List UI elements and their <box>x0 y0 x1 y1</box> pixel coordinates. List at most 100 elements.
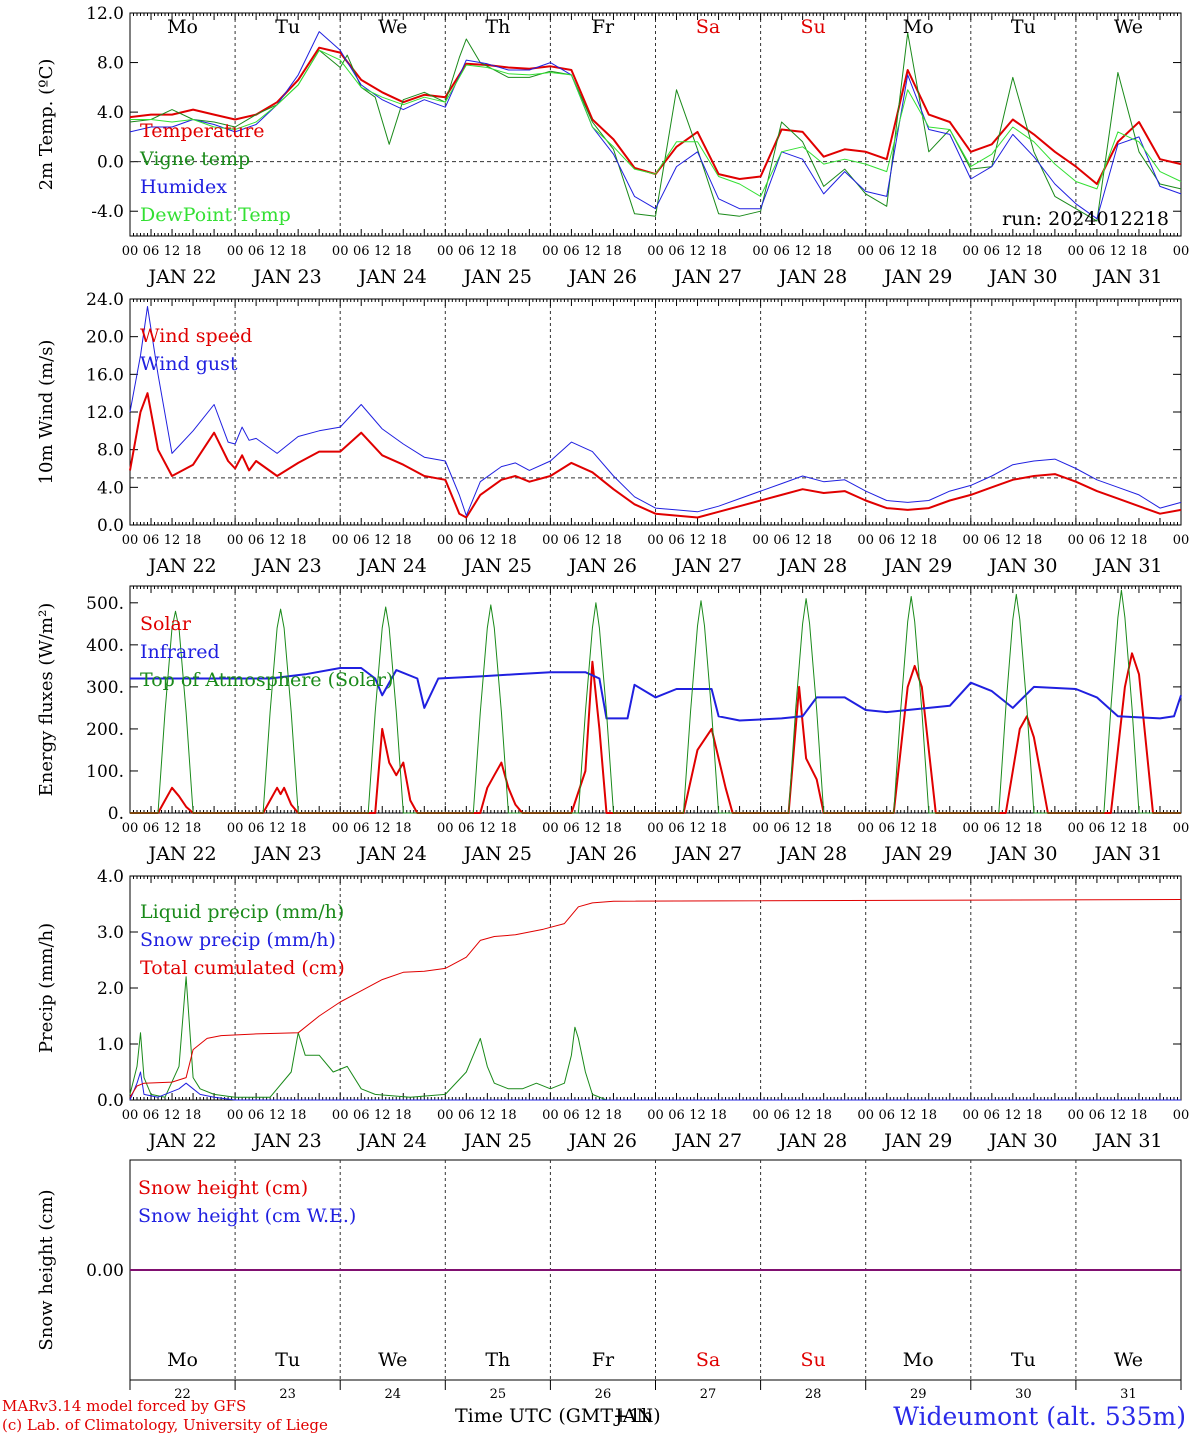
hour-tick-label: 12 <box>374 821 391 836</box>
hour-tick-label: 18 <box>1131 1108 1148 1123</box>
hour-tick-label: 06 <box>143 821 160 836</box>
hour-tick-label: 06 <box>143 244 160 259</box>
y-tick-label: 20.0 <box>86 328 124 348</box>
hour-tick-label: 06 <box>353 821 370 836</box>
day-number-label: 27 <box>700 1387 717 1402</box>
legend-entry: Infrared <box>140 641 220 663</box>
y-tick-label: 200. <box>86 720 124 740</box>
hour-tick-label: 18 <box>605 821 622 836</box>
weekday-label: Su <box>801 1349 826 1371</box>
hour-tick-label: 00 <box>437 1108 454 1123</box>
y-tick-label: 1.0 <box>97 1035 124 1055</box>
date-label: JAN 23 <box>252 1130 322 1152</box>
y-tick-label: 300. <box>86 678 124 698</box>
date-label: JAN 29 <box>882 266 952 288</box>
hour-tick-label: 12 <box>584 533 601 548</box>
hour-tick-label: 06 <box>563 244 580 259</box>
panel-2: 0.0 4.0 8.0 12.0 16.0 20.0 24.0 10m Wind (m/s) W… <box>36 290 1189 577</box>
hour-tick-label: 06 <box>248 1108 265 1123</box>
hour-tick-label: 12 <box>899 821 916 836</box>
hour-tick-label: 12 <box>794 244 811 259</box>
day-number-label: 31 <box>1120 1387 1137 1402</box>
date-label: JAN 27 <box>672 843 742 865</box>
hour-tick-label: 12 <box>479 244 496 259</box>
hour-tick-label: 18 <box>815 533 832 548</box>
hour-tick-label: 06 <box>668 244 685 259</box>
hour-tick-label: 12 <box>689 1108 706 1123</box>
hour-tick-label: 12 <box>164 244 181 259</box>
date-label: JAN 25 <box>462 1130 532 1152</box>
hour-tick-label: 00 <box>647 821 664 836</box>
date-label: JAN 28 <box>777 1130 847 1152</box>
date-label: JAN 30 <box>987 555 1057 577</box>
series-line <box>130 652 1181 814</box>
hour-tick-label: 06 <box>248 821 265 836</box>
date-label: JAN 23 <box>252 843 322 865</box>
hour-tick-label: 18 <box>1131 533 1148 548</box>
hour-tick-label: 12 <box>1110 821 1127 836</box>
date-label: JAN 31 <box>1092 1130 1162 1152</box>
date-label: JAN 31 <box>1092 266 1162 288</box>
hour-tick-label: 06 <box>353 533 370 548</box>
legend-entry: Wind speed <box>140 325 252 347</box>
hour-tick-label: 18 <box>920 533 937 548</box>
panel-5: 0.00 Snow height (cm) Snow height (cm) Snow… <box>36 1159 1182 1402</box>
y-axis-label: Energy fluxes (W/m²) <box>36 603 57 797</box>
y-tick-label: -4.0 <box>91 202 124 222</box>
hour-tick-label: 12 <box>479 533 496 548</box>
y-tick-label: 500. <box>86 594 124 614</box>
day-number-label: 26 <box>595 1387 612 1402</box>
hour-tick-label: 12 <box>794 821 811 836</box>
day-number-label: 28 <box>805 1387 822 1402</box>
weekday-label: Th <box>485 1349 510 1371</box>
y-tick-label: 8.0 <box>97 54 124 74</box>
weekday-label: We <box>1114 16 1143 38</box>
hour-tick-label: 00 <box>437 533 454 548</box>
hour-tick-label: 12 <box>1005 244 1022 259</box>
y-axis-label: 10m Wind (m/s) <box>36 340 57 485</box>
legend-entry: Solar <box>140 613 192 635</box>
weekday-label: Fr <box>592 1349 615 1371</box>
hour-tick-label: 18 <box>710 821 727 836</box>
y-tick-label: 400. <box>86 636 124 656</box>
day-number-label: 29 <box>910 1387 927 1402</box>
hour-tick-label: 00 <box>647 1108 664 1123</box>
date-label: JAN 29 <box>882 1130 952 1152</box>
weekday-label: Su <box>801 16 826 38</box>
hour-tick-label: 12 <box>689 244 706 259</box>
date-label: JAN 25 <box>462 555 532 577</box>
hour-tick-label: 12 <box>1110 244 1127 259</box>
hour-tick-label: 18 <box>395 821 412 836</box>
hour-tick-label: 00 <box>963 1108 980 1123</box>
hour-tick-label: 06 <box>248 244 265 259</box>
date-label: JAN 30 <box>987 266 1057 288</box>
hour-tick-label: 06 <box>1089 244 1106 259</box>
hour-tick-label: 00 <box>332 244 349 259</box>
hour-tick-label: 00 <box>542 244 559 259</box>
hour-tick-label: 00 <box>752 533 769 548</box>
time-axis-title: Time UTC (GMT+1h) <box>455 1405 661 1427</box>
series-line <box>129 306 1182 517</box>
hour-tick-label: 00 <box>963 533 980 548</box>
y-tick-label: 16.0 <box>86 365 124 385</box>
weekday-label: Sa <box>696 16 720 38</box>
hour-tick-label: 00 <box>122 533 139 548</box>
hour-tick-label: 18 <box>605 244 622 259</box>
legend-entry: Snow height (cm) <box>138 1177 308 1199</box>
hour-tick-label: 00 <box>1173 533 1190 548</box>
weekday-label: We <box>378 16 407 38</box>
y-tick-label: 0.0 <box>97 516 124 536</box>
hour-tick-label: 18 <box>710 244 727 259</box>
hour-tick-label: 18 <box>1026 244 1043 259</box>
hour-tick-label: 00 <box>332 533 349 548</box>
day-number-label: 25 <box>490 1387 507 1402</box>
hour-tick-label: 06 <box>773 244 790 259</box>
date-label: JAN 25 <box>462 843 532 865</box>
hour-tick-label: 12 <box>1005 1108 1022 1123</box>
hour-tick-label: 18 <box>1131 244 1148 259</box>
weekday-label: Fr <box>592 16 615 38</box>
model-credit-line2: (c) Lab. of Climatology, University of L… <box>2 1416 328 1434</box>
station-name: Wideumont (alt. 535m) <box>893 1402 1186 1431</box>
date-label: JAN 24 <box>357 266 427 288</box>
